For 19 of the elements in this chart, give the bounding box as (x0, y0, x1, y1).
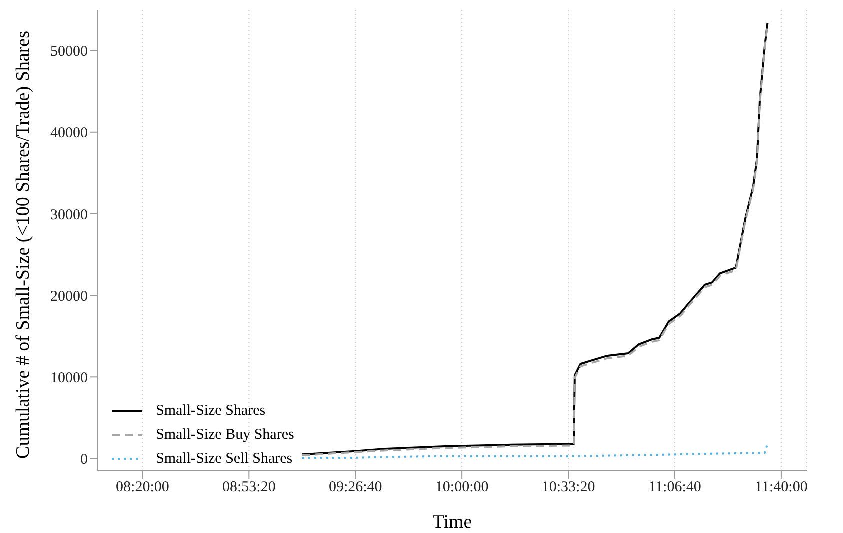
y-axis-title: Cumulative # of Small-Size (<100 Shares/Trade) Shares (13, 31, 35, 459)
y-tick-label: 20000 (50, 288, 88, 305)
x-tick-label: 11:06:40 (648, 480, 702, 496)
x-tick-label: 11:40:00 (755, 480, 808, 496)
y-tick-label: 0 (80, 452, 88, 468)
x-tick-label: 08:20:00 (116, 480, 170, 496)
legend-label: Small-Size Buy Shares (156, 426, 294, 444)
x-tick-label: 08:53:20 (222, 480, 276, 496)
y-tick-label: 40000 (50, 126, 88, 142)
y-tick-label: 10000 (50, 370, 88, 386)
x-axis-title: Time (432, 512, 472, 533)
y-tick-label: 30000 (50, 207, 88, 224)
legend-label: Small-Size Shares (156, 402, 266, 420)
y-tick-label: 50000 (50, 44, 88, 60)
x-tick-label: 10:00:00 (435, 480, 489, 496)
x-tick-label: 10:33:20 (542, 480, 596, 496)
x-tick-label: 09:26:40 (328, 480, 382, 496)
line-series (301, 443, 769, 459)
legend-label: Small-Size Sell Shares (156, 450, 293, 468)
